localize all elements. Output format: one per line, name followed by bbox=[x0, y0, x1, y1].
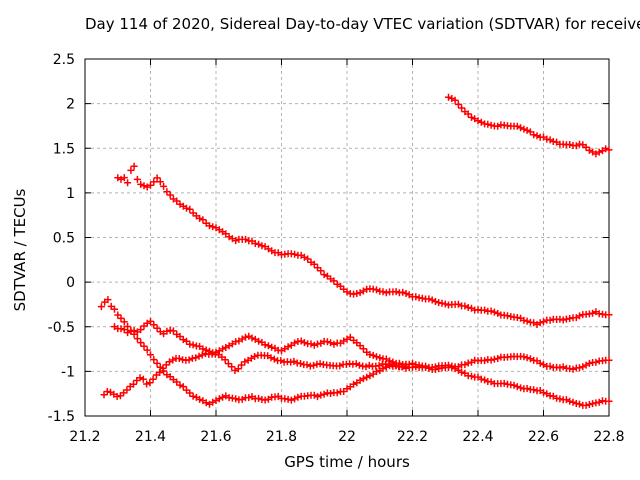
y-tick-label: 1.5 bbox=[53, 141, 75, 157]
series-arc-rising-band bbox=[100, 350, 409, 400]
y-tick-label: -1 bbox=[61, 364, 75, 380]
series-arc-top-right bbox=[445, 93, 613, 158]
y-tick-label: -0.5 bbox=[48, 320, 75, 336]
x-axis-label: GPS time / hours bbox=[284, 453, 410, 471]
y-tick-label: 2.5 bbox=[53, 52, 75, 68]
x-tick-label: 22 bbox=[338, 429, 356, 445]
y-tick-label: -1.5 bbox=[48, 409, 75, 425]
y-tick-label: 0.5 bbox=[53, 231, 75, 247]
chart-title: Day 114 of 2020, Sidereal Day-to-day VTE… bbox=[85, 15, 640, 33]
x-tick-label: 22.2 bbox=[397, 429, 428, 445]
y-tick-label: 0 bbox=[66, 275, 75, 291]
x-tick-label: 22.6 bbox=[528, 429, 559, 445]
x-tick-label: 22.8 bbox=[593, 429, 624, 445]
x-tick-label: 22.4 bbox=[462, 429, 493, 445]
y-tick-label: 1 bbox=[66, 186, 75, 202]
y-tick-label: 2 bbox=[66, 97, 75, 113]
series-arc-dive-bottom bbox=[97, 296, 613, 409]
x-tick-label: 21.4 bbox=[135, 429, 166, 445]
series-arc-main-descending bbox=[114, 162, 613, 328]
x-tick-label: 21.8 bbox=[266, 429, 297, 445]
x-tick-label: 21.6 bbox=[200, 429, 231, 445]
x-tick-label: 21.2 bbox=[69, 429, 100, 445]
